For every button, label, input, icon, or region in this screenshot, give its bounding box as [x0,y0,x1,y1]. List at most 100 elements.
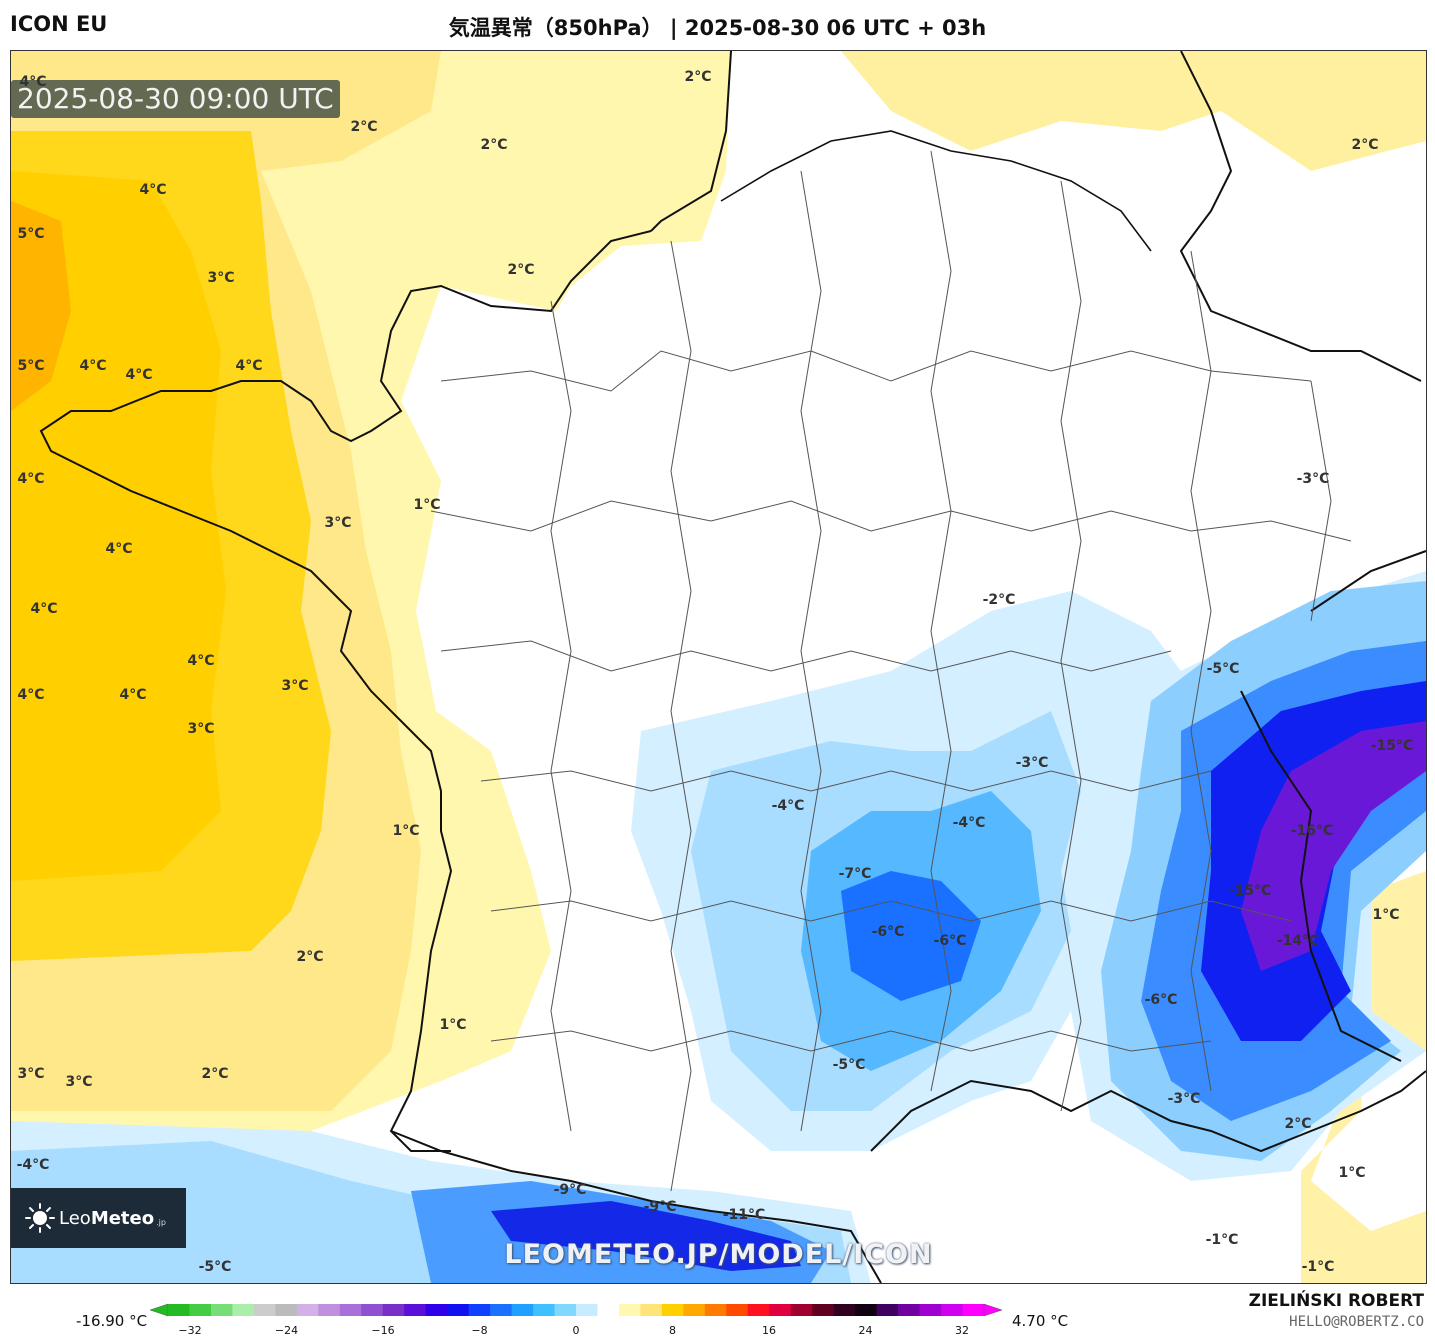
isoline-label: 4°C [235,358,262,374]
isoline-label: 2°C [507,262,534,278]
colorbar-swatch [168,1304,190,1316]
colorbar-swatch [898,1304,921,1316]
isoline-label: -5°C [199,1259,232,1275]
colorbar-swatch [812,1304,835,1316]
isoline-label: -1°C [1302,1259,1335,1275]
isoline-label: -11°C [723,1207,766,1223]
isoline-label: 2°C [296,949,323,965]
colorbar-swatch [683,1304,706,1316]
colorbar-swatch [404,1304,427,1316]
colorbar-swatch [511,1304,534,1316]
border-spain [390,1130,882,1283]
isoline-label: 3°C [65,1074,92,1090]
colorbar-swatch [769,1304,792,1316]
colorbar-tick-label: 24 [858,1324,873,1337]
isoline-label: 3°C [17,1066,44,1082]
isoline-label: 4°C [30,601,57,617]
source-watermark: LEOMETEO.JP/MODEL/ICON [504,1239,933,1270]
isoline-label: 1°C [1372,907,1399,923]
colorbar-swatch [275,1304,298,1316]
colorbar-tick-label: −32 [178,1324,202,1337]
colorbar-swatch [210,1304,233,1316]
isoline-label: -7°C [839,866,872,882]
temperature-anomaly-map[interactable]: 4°C 2°C 2°C 2°C 2°C 4°C 5°C 3°C 2°C 5°C 4°C 4°C 4°C -… [11,51,1426,1283]
isoline-label: 2°C [1284,1116,1311,1132]
colorbar-swatch [447,1304,470,1316]
isoline-label: -9°C [554,1182,587,1198]
colorbar-swatch [425,1304,448,1316]
isoline-label: 2°C [201,1066,228,1082]
colorbar-swatch [382,1304,405,1316]
isoline-label: 2°C [480,137,507,153]
warm-zone-ne [841,51,1426,171]
isoline-label: 4°C [17,687,44,703]
colorbar-swatch [919,1304,942,1316]
isoline-label: -3°C [1168,1091,1201,1107]
colorbar-swatch [704,1304,727,1316]
colorbar-swatch [833,1304,856,1316]
colorbar-min-arrow [150,1303,169,1317]
chart-title: 気温異常（850hPa） | 2025-08-30 06 UTC + 03h [448,16,987,40]
isoline-label: -9°C [644,1199,677,1215]
colorbar-tick-label: −24 [274,1324,299,1337]
colorbar-swatch [296,1304,319,1316]
sun-icon [25,1203,55,1233]
colorbar-swatch [490,1304,513,1316]
isoline-label: 4°C [139,182,166,198]
map-panel[interactable]: 4°C 2°C 2°C 2°C 2°C 4°C 5°C 3°C 2°C 5°C 4°C 4°C 4°C -… [10,50,1427,1284]
colorbar-tick-label: −16 [371,1324,395,1337]
colorbar-swatch [597,1304,620,1316]
colorbar-min-label: -16.90 °C [76,1312,148,1330]
border-belgium [720,130,1152,252]
isoline-label: 4°C [17,471,44,487]
colorbar-max-label: 4.70 °C [1012,1312,1069,1330]
colorbar-swatch [855,1304,878,1316]
cold-zone-7c [841,871,981,1001]
isoline-label: 5°C [17,358,44,374]
isoline-label: 4°C [187,653,214,669]
colorbar-swatch [318,1304,341,1316]
colorbar-tick-label: 16 [762,1324,776,1337]
colorbar-swatch [962,1304,985,1316]
author-name: ZIELIŃSKI ROBERT [1248,1291,1424,1311]
coastline-france-west [39,230,652,1152]
isoline-label: 1°C [439,1017,466,1033]
isoline-label: 3°C [324,515,351,531]
colorbar-swatch [640,1304,663,1316]
isoline-labels: 4°C 2°C 2°C 2°C 2°C 4°C 5°C 3°C 2°C 5°C 4°C 4°C 4°C -… [17,69,1414,1275]
isoline-label: 2°C [1351,137,1378,153]
colorbar-swatch [726,1304,749,1316]
colorbar-swatch [361,1304,384,1316]
colorbar-tick-label: 32 [955,1324,969,1337]
warm-zone-4c [11,171,226,881]
isoline-label: -15°C [1229,883,1272,899]
valid-time-badge: 2025-08-30 09:00 UTC [11,80,340,118]
isoline-label: -6°C [1145,992,1178,1008]
colorbar-swatch [253,1304,276,1316]
colorbar-swatch [533,1304,556,1316]
isoline-label: 5°C [17,226,44,242]
colorbar-swatch [876,1304,899,1316]
colorbar-swatch [189,1304,212,1316]
isoline-label: -6°C [872,924,905,940]
isoline-label: -1°C [1206,1232,1239,1248]
colorbar-tick-label: −8 [471,1324,488,1337]
isoline-label: -2°C [983,592,1016,608]
isoline-label: 4°C [125,367,152,383]
leometeo-logo[interactable]: LeoMeteo .jp [11,1188,186,1248]
colorbar-swatch [339,1304,362,1316]
isoline-label: 3°C [207,270,234,286]
colorbar-swatch [941,1304,964,1316]
logo-suffix: .jp [156,1217,166,1227]
isoline-label: -5°C [1207,661,1240,677]
isoline-label: -3°C [1016,755,1049,771]
isoline-label: 4°C [79,358,106,374]
isoline-label: -4°C [953,815,986,831]
colorbar-swatch [661,1304,684,1316]
isoline-label: -14°C [1277,933,1320,949]
coastline-channel [650,51,732,232]
author-email[interactable]: HELLO@ROBERTZ.CO [1289,1314,1424,1330]
isoline-label: 4°C [105,541,132,557]
isoline-label: 1°C [392,823,419,839]
isoline-label: 1°C [1338,1165,1365,1181]
